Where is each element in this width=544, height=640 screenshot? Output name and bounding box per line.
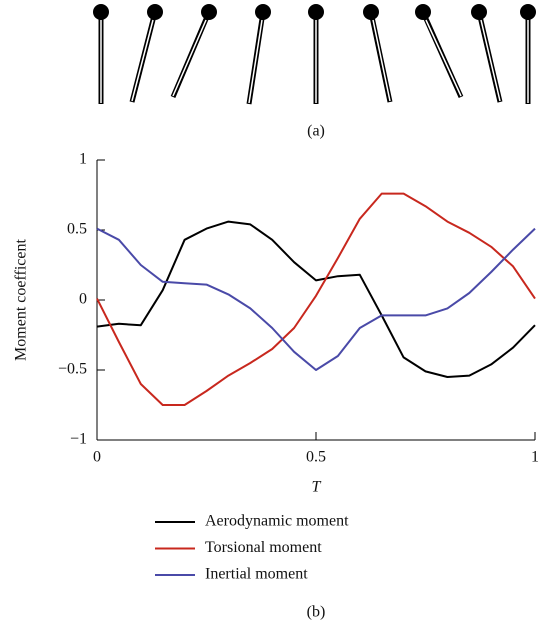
y-tick-label: 1 — [79, 151, 87, 168]
x-tick-label: 0.5 — [306, 449, 326, 466]
legend-label: Inertial moment — [205, 566, 308, 583]
y-tick-label: −1 — [70, 431, 87, 448]
legend-label: Torsional moment — [205, 539, 322, 556]
rod-diagram — [93, 4, 536, 105]
y-axis-label: Moment coefficent — [13, 239, 30, 361]
series-line — [96, 227, 536, 371]
panel-label: (b) — [307, 604, 326, 621]
series-line — [96, 220, 536, 378]
legend-label: Aerodynamic moment — [205, 513, 349, 530]
x-tick-label: 1 — [531, 449, 539, 466]
x-axis-label: T — [312, 479, 322, 496]
series-line — [96, 192, 536, 406]
y-tick-label: 0.5 — [67, 221, 87, 238]
y-tick-label: −0.5 — [58, 361, 87, 378]
x-tick-label: 0 — [93, 449, 101, 466]
y-tick-label: 0 — [79, 291, 87, 308]
panel-label: (a) — [307, 123, 325, 140]
